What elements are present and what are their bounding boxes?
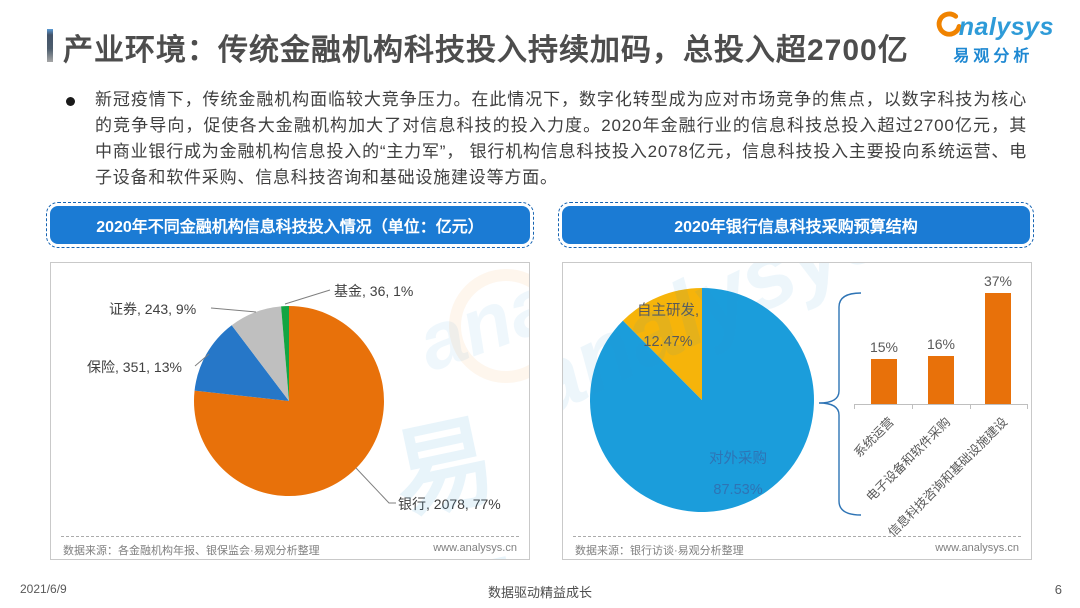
callout-bank: 银行, 2078, 77% xyxy=(398,496,501,512)
source-divider xyxy=(573,536,1021,537)
pie-label-inhouse: 自主研发, 12.47% xyxy=(616,296,720,358)
right-chart-header: 2020年银行信息科技采购预算结构 xyxy=(558,202,1034,248)
pie-label-inhouse-value: 12.47% xyxy=(643,334,693,350)
axis-tick xyxy=(970,404,971,409)
bullet-marker xyxy=(66,97,75,106)
right-data-source: 数据来源：银行访谈·易观分析整理 xyxy=(575,545,744,557)
pie-label-outsourced-name: 对外采购 xyxy=(709,451,767,467)
footer-date: 2021/6/9 xyxy=(20,582,67,596)
logo-brand-text: nalysys xyxy=(958,12,1054,41)
pie-slice-对外采购 xyxy=(589,288,814,512)
right-website-link[interactable]: www.analysys.cn xyxy=(935,542,1019,554)
right-chart-panel: 自主研发, 12.47% 对外采购 87.53% 15% 16% 37% 系统运… xyxy=(562,262,1032,560)
bar-value-label: 15% xyxy=(869,339,899,355)
pie1-leader-lines xyxy=(194,289,396,504)
pie-slice-证券 xyxy=(231,306,289,401)
bar-value-label: 37% xyxy=(983,273,1013,289)
brand-logo: nalysys 易观分析 xyxy=(933,11,1054,66)
callout-insurance: 保险, 351, 13% xyxy=(87,359,182,375)
pie-label-inhouse-name: 自主研发, xyxy=(636,303,700,319)
bar-axis-line xyxy=(854,404,1028,405)
bar-consulting-infrastructure xyxy=(985,293,1011,404)
footer-slogan: 数据驱动精益成长 xyxy=(487,585,592,600)
pie-label-outsourced: 对外采购 87.53% xyxy=(694,444,782,506)
bar-system-operation xyxy=(871,359,897,404)
pie-slice-自主研发 xyxy=(622,288,702,400)
axis-tick xyxy=(912,404,913,409)
pie-chart-procurement-budget xyxy=(589,288,814,512)
axis-tick xyxy=(854,404,855,409)
pie-slice-银行 xyxy=(193,306,384,496)
pie-slice-保险 xyxy=(194,325,289,401)
logo-swirl-icon xyxy=(933,11,962,43)
callout-fund: 基金, 36, 1% xyxy=(334,283,414,299)
brace-connector xyxy=(818,292,862,516)
left-chart-panel: 基金, 36, 1% 证券, 243, 9% 保险, 351, 13% 银行, … xyxy=(50,262,530,560)
left-website-link[interactable]: www.analysys.cn xyxy=(433,542,517,554)
page-title: 产业环境：传统金融机构科技投入持续加码，总投入超2700亿 xyxy=(63,34,909,67)
axis-tick xyxy=(1027,404,1028,409)
pie-chart-financial-institutions xyxy=(193,306,384,496)
title-accent-bar xyxy=(47,29,53,62)
bar-value-label: 16% xyxy=(926,336,956,352)
summary-paragraph: 新冠疫情下，传统金融机构面临较大竞争压力。在此情况下，数字化转型成为应对市场竞争… xyxy=(95,90,1027,187)
logo-subtitle: 易观分析 xyxy=(953,48,1034,65)
callout-securities: 证券, 243, 9% xyxy=(109,301,197,317)
brand-logo-row: nalysys xyxy=(933,11,1054,43)
left-chart-header: 2020年不同金融机构信息科技投入情况（单位：亿元） xyxy=(46,202,534,248)
left-data-source: 数据来源：各金融机构年报、银保监会·易观分析整理 xyxy=(63,545,320,557)
pie-label-outsourced-value: 87.53% xyxy=(713,482,763,498)
bar-equipment-software xyxy=(928,356,954,404)
pie-slice-基金 xyxy=(281,306,289,401)
source-divider xyxy=(61,536,519,537)
footer-page-number: 6 xyxy=(1054,582,1062,597)
